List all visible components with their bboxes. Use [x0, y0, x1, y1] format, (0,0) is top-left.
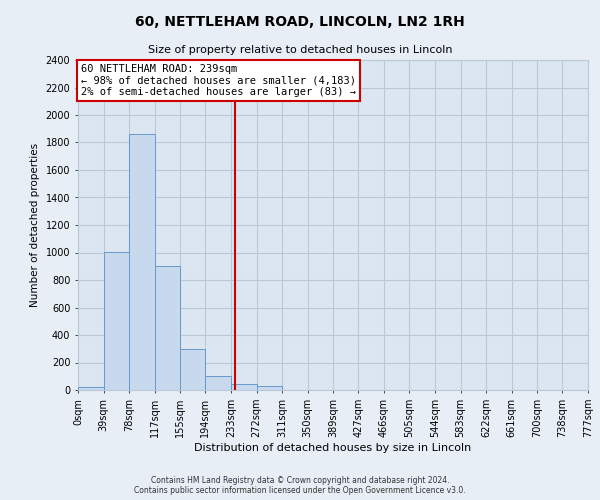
Bar — [257, 386, 282, 390]
Text: Contains public sector information licensed under the Open Government Licence v3: Contains public sector information licen… — [134, 486, 466, 495]
Text: Size of property relative to detached houses in Lincoln: Size of property relative to detached ho… — [148, 45, 452, 55]
Bar — [205, 376, 231, 390]
Bar — [231, 384, 257, 390]
Text: 60, NETTLEHAM ROAD, LINCOLN, LN2 1RH: 60, NETTLEHAM ROAD, LINCOLN, LN2 1RH — [135, 15, 465, 29]
Y-axis label: Number of detached properties: Number of detached properties — [30, 143, 40, 307]
X-axis label: Distribution of detached houses by size in Lincoln: Distribution of detached houses by size … — [194, 442, 472, 452]
Bar — [78, 387, 104, 390]
Bar — [155, 266, 180, 390]
Bar — [180, 349, 205, 390]
Bar — [129, 134, 155, 390]
Text: 60 NETTLEHAM ROAD: 239sqm
← 98% of detached houses are smaller (4,183)
2% of sem: 60 NETTLEHAM ROAD: 239sqm ← 98% of detac… — [81, 64, 356, 98]
Bar — [104, 252, 129, 390]
Text: Contains HM Land Registry data © Crown copyright and database right 2024.: Contains HM Land Registry data © Crown c… — [151, 476, 449, 485]
